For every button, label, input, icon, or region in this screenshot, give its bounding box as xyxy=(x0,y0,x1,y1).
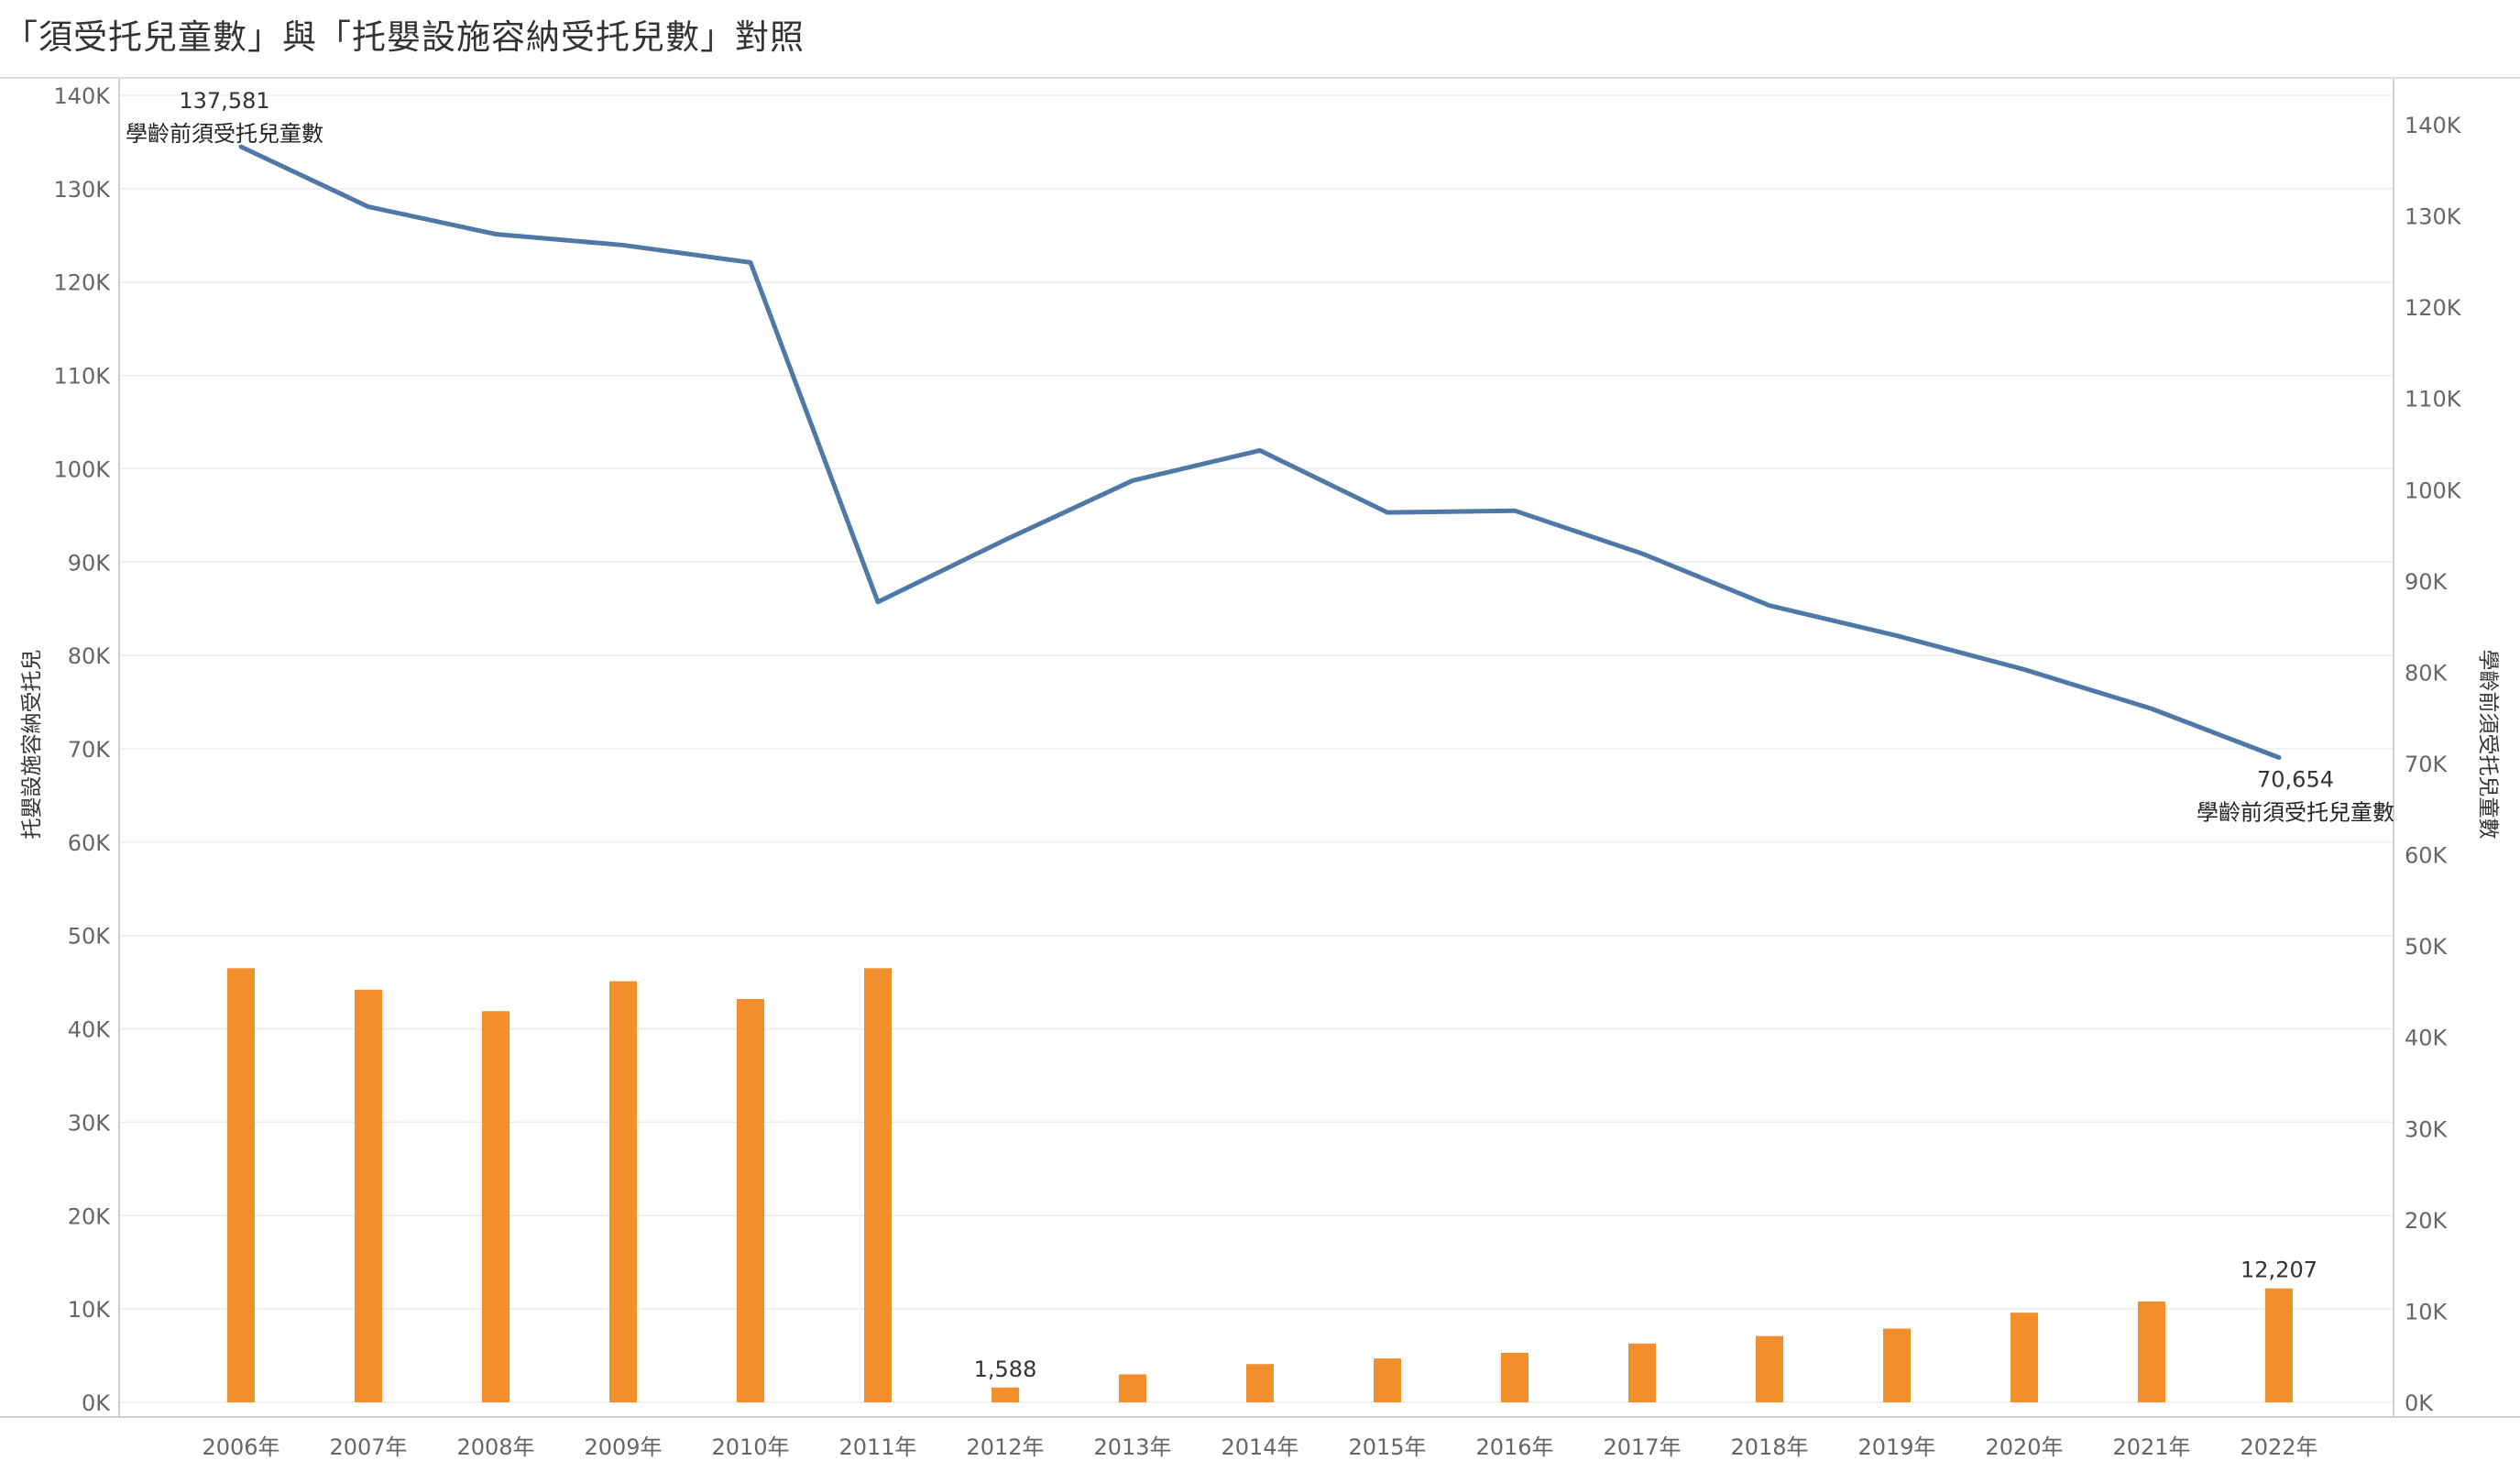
x-tick-label: 2021年 xyxy=(2112,1434,2190,1460)
axes: 0K 10K 20K 30K 40K 50K 60K 70K 80K 90K 100K 110K 120… xyxy=(0,79,2520,1460)
y-right-tick-label: 80K xyxy=(2405,660,2449,686)
x-tick-label: 2015年 xyxy=(1348,1434,1426,1460)
line-point xyxy=(1640,552,1644,555)
x-tick-label: 2016年 xyxy=(1475,1434,1553,1460)
line-value-label: 70,654 xyxy=(2257,766,2334,792)
x-tick-label: 2006年 xyxy=(202,1434,279,1460)
x-tick-label: 2012年 xyxy=(966,1434,1044,1460)
bar xyxy=(227,968,255,1402)
bar xyxy=(2265,1288,2293,1402)
line-point xyxy=(494,232,498,236)
line-point xyxy=(876,600,880,604)
line-point xyxy=(2150,707,2153,710)
y-axis-left-title: 托嬰設施容納受托兒 xyxy=(20,649,44,840)
line-point xyxy=(749,260,752,264)
bar xyxy=(1628,1343,1656,1402)
line-point xyxy=(367,205,370,209)
line-point xyxy=(1386,511,1389,514)
bar-value-label: 1,588 xyxy=(974,1357,1037,1382)
y-right-tick-label: 70K xyxy=(2405,752,2449,777)
bar-value-label: 12,207 xyxy=(2241,1258,2317,1283)
x-tick-label: 2017年 xyxy=(1603,1434,1681,1460)
y-left-tick-label: 120K xyxy=(53,270,111,296)
x-tick-label: 2013年 xyxy=(1093,1434,1171,1460)
bar xyxy=(1246,1364,1274,1402)
y-right-tick-label: 30K xyxy=(2405,1116,2449,1142)
x-tick-label: 2010年 xyxy=(711,1434,789,1460)
y-right-tick-label: 130K xyxy=(2405,204,2462,230)
y-right-tick-label: 100K xyxy=(2405,478,2462,503)
y-right-tick-label: 20K xyxy=(2405,1208,2449,1234)
line-value-label: 137,581 xyxy=(179,88,269,114)
y-left-tick-label: 0K xyxy=(82,1390,111,1416)
bar xyxy=(355,989,382,1402)
y-left-tick-label: 50K xyxy=(68,924,112,950)
y-left-tick-label: 60K xyxy=(68,830,112,856)
y-left-tick-label: 140K xyxy=(53,83,111,109)
bar xyxy=(1883,1328,1911,1402)
line-point xyxy=(2277,755,2281,759)
y-left-tick-label: 90K xyxy=(68,550,112,576)
y-right-tick-label: 140K xyxy=(2405,113,2462,138)
data-labels: 137,581 學齡前須受托兒童數 70,654 學齡前須受托兒童數 1,588 12,2… xyxy=(126,88,2394,1382)
y-axis-right-title: 學齡前須受托兒童數 xyxy=(2476,649,2500,840)
bar xyxy=(1119,1374,1146,1402)
y-right-tick-label: 90K xyxy=(2405,569,2449,595)
bar xyxy=(1756,1335,1783,1402)
x-tick-label: 2009年 xyxy=(584,1434,662,1460)
gridlines xyxy=(119,94,2394,1403)
y-left-tick-label: 110K xyxy=(53,364,111,390)
x-tick-label: 2008年 xyxy=(456,1434,534,1460)
y-left-tick-label: 80K xyxy=(68,643,112,669)
y-right-tick-label: 0K xyxy=(2405,1390,2434,1416)
line-series-label: 學齡前須受托兒童數 xyxy=(126,121,323,147)
line-point xyxy=(1895,634,1899,638)
y-right-tick-label: 60K xyxy=(2405,843,2449,869)
line-point xyxy=(1768,604,1771,608)
bar xyxy=(992,1387,1019,1402)
x-tick-label: 2022年 xyxy=(2240,1434,2317,1460)
bar xyxy=(1374,1358,1401,1402)
bar-series xyxy=(227,968,2293,1402)
y-left-tick-label: 20K xyxy=(68,1203,112,1229)
line-series xyxy=(238,144,2282,760)
bar xyxy=(2011,1313,2038,1402)
x-tick-label: 2014年 xyxy=(1221,1434,1298,1460)
bar xyxy=(482,1011,509,1402)
bar xyxy=(609,981,637,1402)
chart-title: 「須受托兒童數」與「托嬰設施容納受托兒數」對照 xyxy=(4,17,805,57)
line-point xyxy=(1513,509,1517,512)
x-tick-label: 2019年 xyxy=(1857,1434,1935,1460)
y-right-tick-label: 40K xyxy=(2405,1026,2449,1051)
bar xyxy=(1501,1353,1528,1402)
bar xyxy=(737,998,764,1402)
y-left-tick-label: 40K xyxy=(68,1017,112,1043)
x-tick-label: 2007年 xyxy=(329,1434,407,1460)
line-point xyxy=(1258,448,1262,452)
line-point xyxy=(621,243,625,247)
y-left-tick-label: 10K xyxy=(68,1297,112,1323)
bar xyxy=(2138,1301,2165,1402)
y-right-tick-label: 120K xyxy=(2405,295,2462,321)
line-path xyxy=(238,144,2282,760)
y-left-tick-label: 130K xyxy=(53,177,111,203)
line-series-label: 學齡前須受托兒童數 xyxy=(2197,799,2394,825)
line-point xyxy=(2022,667,2026,671)
y-left-tick-label: 30K xyxy=(68,1110,112,1136)
y-right-tick-label: 110K xyxy=(2405,387,2462,412)
line-point xyxy=(1131,478,1134,482)
bar xyxy=(864,968,892,1402)
y-right-tick-label: 10K xyxy=(2405,1299,2449,1324)
line-point xyxy=(239,145,243,148)
title-divider xyxy=(0,77,2520,79)
line-point xyxy=(1003,538,1007,542)
y-right-tick-label: 50K xyxy=(2405,934,2449,960)
x-tick-label: 2018年 xyxy=(1730,1434,1808,1460)
y-left-tick-label: 70K xyxy=(68,737,112,763)
x-tick-label: 2020年 xyxy=(1985,1434,2063,1460)
y-left-tick-label: 100K xyxy=(53,456,111,482)
x-tick-label: 2011年 xyxy=(838,1434,916,1460)
